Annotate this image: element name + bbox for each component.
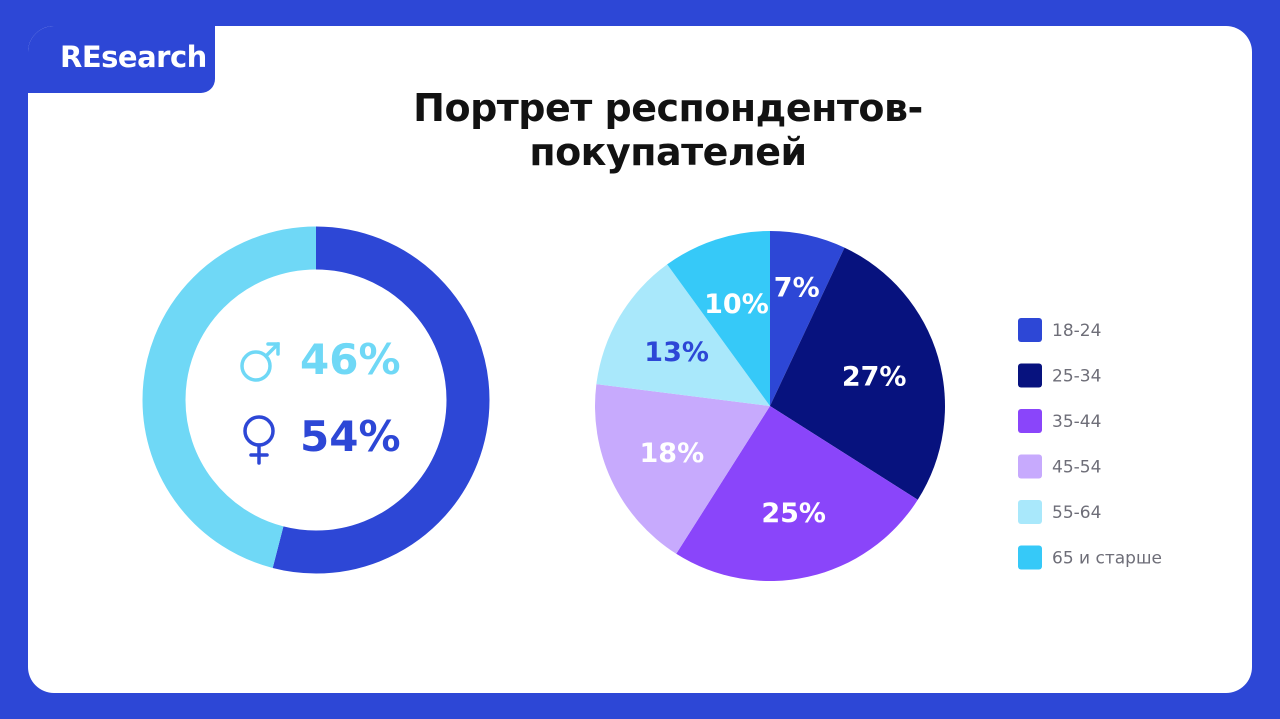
pie-data-label: 25%	[761, 498, 826, 529]
brand-badge: REsearch	[28, 26, 215, 93]
age-legend: 18-24 25-34 35-44 45-54 55-64 65 и старше	[1018, 318, 1162, 570]
legend-swatch	[1018, 318, 1042, 342]
pie-slice-65-и-старше	[667, 231, 770, 406]
pie-slice-35-44	[676, 406, 918, 581]
donut-segment-male	[142, 226, 490, 574]
legend-swatch	[1018, 409, 1042, 433]
pie-slice-18-24	[770, 231, 845, 406]
legend-label: 65 и старше	[1052, 549, 1162, 569]
legend-label: 45-54	[1052, 458, 1101, 478]
pie-data-label: 18%	[640, 438, 705, 469]
pie-data-label: 27%	[842, 362, 907, 393]
pie-slice-55-64	[596, 264, 770, 406]
legend-label: 35-44	[1052, 412, 1101, 432]
legend-item: 65 и старше	[1018, 545, 1162, 570]
pie-data-label: 10%	[704, 289, 769, 320]
legend-label: 55-64	[1052, 503, 1101, 523]
legend-item: 55-64	[1018, 500, 1101, 524]
pie-slice-25-34	[770, 247, 945, 500]
female-symbol-icon	[243, 415, 275, 465]
male-symbol-icon	[240, 342, 280, 382]
legend-swatch	[1018, 363, 1042, 388]
legend-item: 45-54	[1018, 454, 1101, 479]
brand-logo-text: REsearch	[60, 40, 207, 74]
legend-swatch	[1018, 545, 1042, 570]
age-pie-chart: 7% 27% 25% 18% 13% 10%	[595, 231, 945, 581]
pie-slice-45-54	[595, 384, 770, 554]
page-title: Портрет респондентов-покупателей	[413, 86, 923, 174]
legend-item: 18-24	[1018, 318, 1101, 342]
gender-donut-chart: 46% 54%	[142, 226, 490, 574]
pie-data-label: 7%	[774, 272, 820, 303]
legend-item: 25-34	[1018, 363, 1101, 388]
legend-swatch	[1018, 500, 1042, 524]
legend-item: 35-44	[1018, 409, 1101, 433]
legend-label: 18-24	[1052, 321, 1101, 341]
male-percent-label: 46%	[300, 335, 401, 384]
charts-canvas: 46% 54% 7% 27% 25% 18% 13% 10% 18-24 25-34 35-44…	[142, 226, 1162, 581]
female-percent-label: 54%	[300, 412, 401, 461]
pie-data-label: 13%	[644, 337, 709, 368]
legend-label: 25-34	[1052, 367, 1101, 387]
slide-card: REsearch Портрет респондентов-покупателе…	[28, 26, 1252, 693]
legend-swatch	[1018, 454, 1042, 479]
